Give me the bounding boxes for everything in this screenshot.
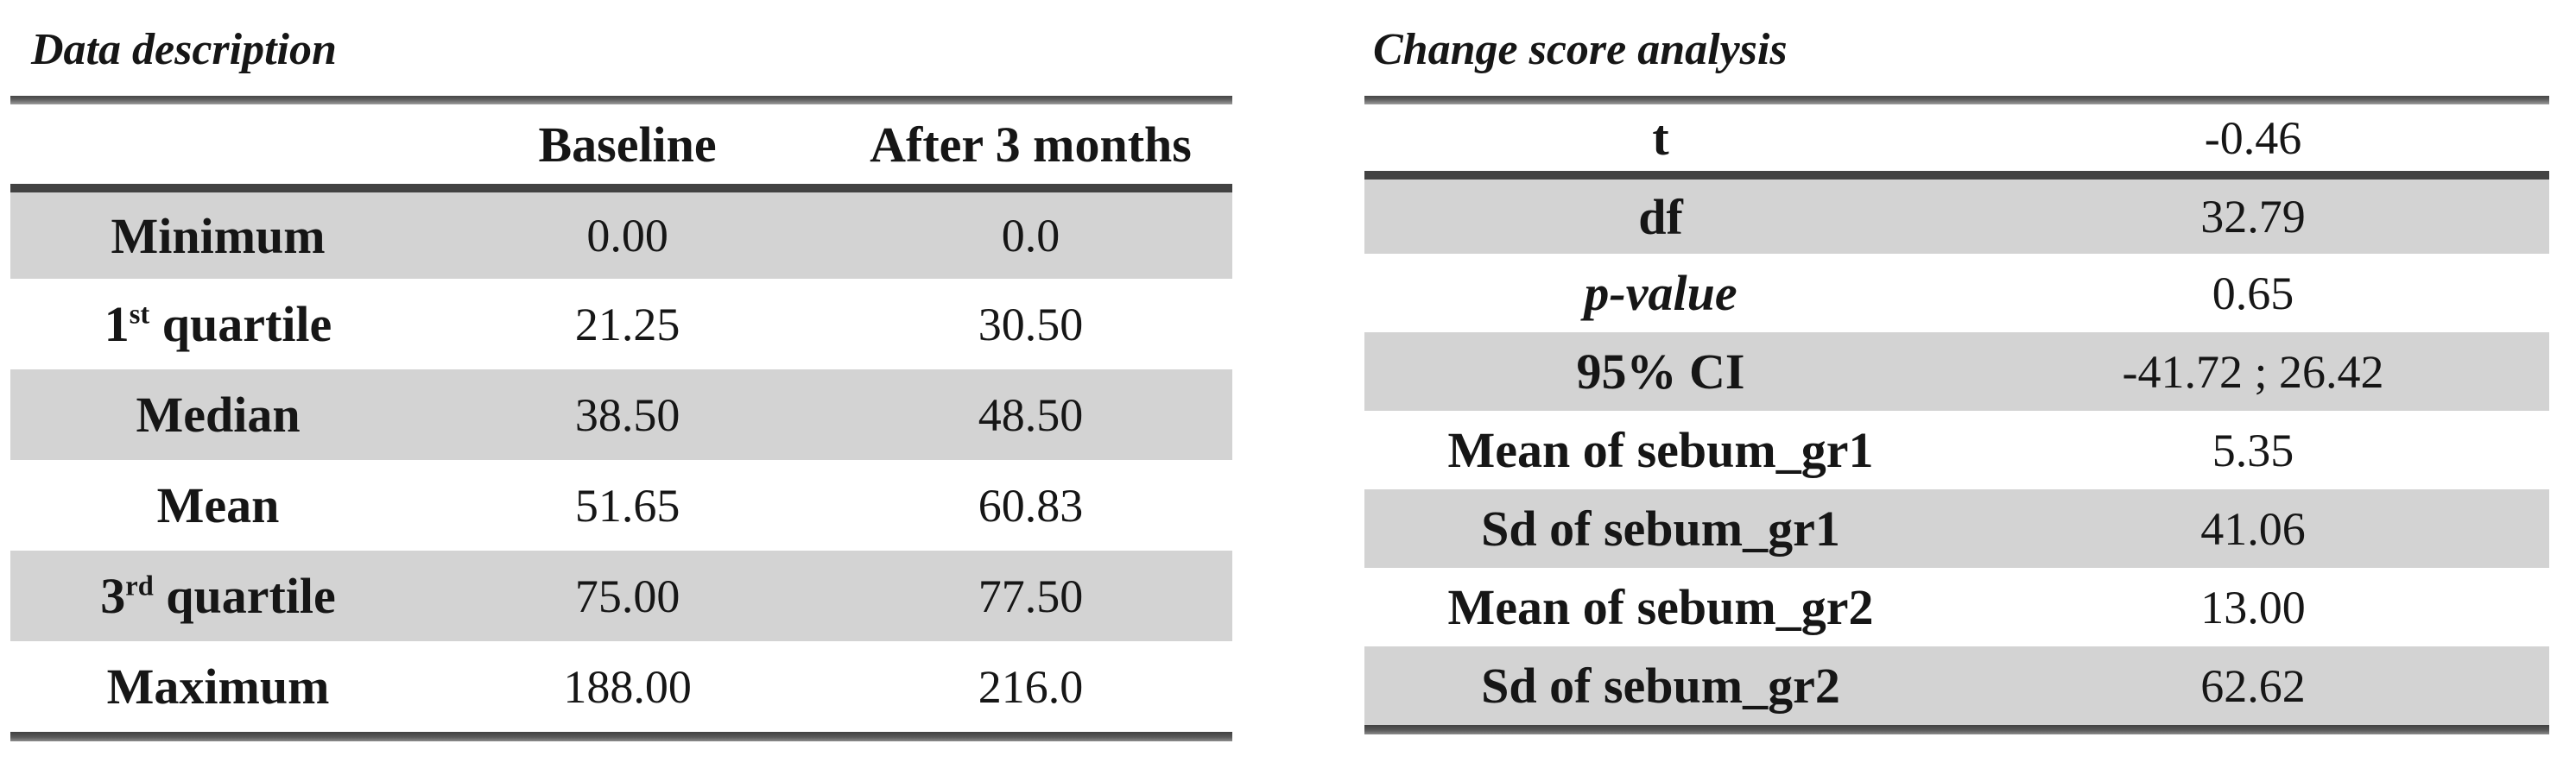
cell-after: 60.83 — [978, 479, 1084, 532]
right-bottom-rule — [1364, 725, 2549, 734]
row-label-text: Maximum — [106, 658, 330, 715]
left-table-title: Data description — [31, 25, 337, 74]
cell-value: 62.62 — [2200, 659, 2306, 712]
cell-after: 216.0 — [978, 660, 1084, 713]
table-row-sd-sebum-gr1: Sd of sebum_gr1 41.06 — [1364, 489, 2549, 568]
row-label: 95% CI — [1576, 343, 1745, 400]
table-row-mean: Mean 51.65 60.83 — [10, 460, 1232, 551]
right-table: t -0.46 df 32.79 p-value 0.65 95% CI -41… — [1364, 104, 2549, 725]
row-label-rest: quartile — [153, 568, 336, 624]
cell-value: 5.35 — [2212, 424, 2294, 476]
row-label-text: Median — [136, 387, 301, 443]
cell-value: -41.72 ; 26.42 — [2122, 345, 2384, 398]
cell-value: 41.06 — [2200, 502, 2306, 555]
row-label: df — [1638, 188, 1683, 245]
cell-baseline: 188.00 — [563, 660, 692, 713]
left-table: Baseline After 3 months Minimum 0.00 0.0… — [10, 104, 1232, 732]
row-label: Maximum — [10, 641, 426, 732]
cell-value: -0.46 — [1957, 104, 2549, 180]
cell-baseline: 75.00 — [574, 570, 680, 622]
table-row-maximum: Maximum 188.00 216.0 — [10, 641, 1232, 732]
left-bottom-rule — [10, 732, 1232, 741]
left-header-baseline: Baseline — [426, 104, 830, 192]
row-label-text: 1 — [104, 296, 130, 352]
cell-after: 77.50 — [978, 570, 1084, 622]
row-label: Median — [10, 369, 426, 460]
cell-value: 0.65 — [2212, 267, 2294, 319]
row-label-sup: st — [129, 299, 150, 331]
row-label: p-value — [1584, 265, 1737, 321]
table-row-p-value: p-value 0.65 — [1364, 254, 2549, 332]
row-label-text: 3 — [100, 568, 126, 624]
left-header-row: Baseline After 3 months — [10, 104, 1232, 192]
cell-after: 0.0 — [1001, 210, 1060, 261]
right-title-rule — [1364, 96, 2549, 104]
row-label: Minimum — [10, 188, 426, 279]
row-label: 3rd quartile — [10, 551, 426, 641]
table-row-3rd-quartile: 3rd quartile 75.00 77.50 — [10, 551, 1232, 641]
row-label: Mean — [10, 460, 426, 551]
row-label: t — [1364, 104, 1957, 180]
data-description-table: Data description Baseline After 3 months… — [10, 19, 1232, 741]
row-label-text: Mean — [156, 477, 280, 533]
cell-baseline: 21.25 — [574, 298, 680, 350]
cell-baseline: 0.00 — [586, 210, 668, 261]
cell-after: 48.50 — [978, 388, 1084, 441]
table-row-minimum: Minimum 0.00 0.0 — [10, 188, 1232, 279]
row-label-text: Minimum — [111, 207, 326, 264]
left-header-empty — [10, 104, 427, 192]
row-label: 1st quartile — [10, 279, 426, 369]
change-score-analysis-table: Change score analysis t -0.46 df 32.79 p… — [1364, 19, 2549, 734]
table-row-df: df 32.79 — [1364, 175, 2549, 254]
table-row-sd-sebum-gr2: Sd of sebum_gr2 62.62 — [1364, 646, 2549, 725]
table-row-median: Median 38.50 48.50 — [10, 369, 1232, 460]
row-label: Mean of sebum_gr2 — [1447, 579, 1874, 635]
row-label-rest: quartile — [149, 296, 332, 352]
table-row-t: t -0.46 — [1364, 104, 2549, 180]
right-table-title: Change score analysis — [1373, 25, 1788, 74]
row-label: Sd of sebum_gr2 — [1481, 658, 1840, 714]
cell-value: 32.79 — [2200, 191, 2306, 243]
table-row-mean-sebum-gr1: Mean of sebum_gr1 5.35 — [1364, 411, 2549, 489]
table-row-mean-sebum-gr2: Mean of sebum_gr2 13.00 — [1364, 568, 2549, 646]
cell-after: 30.50 — [978, 298, 1084, 350]
row-label: Mean of sebum_gr1 — [1447, 422, 1874, 478]
table-row-1st-quartile: 1st quartile 21.25 30.50 — [10, 279, 1232, 369]
left-header-after-3-months: After 3 months — [829, 104, 1232, 192]
cell-baseline: 38.50 — [574, 388, 680, 441]
cell-value: 13.00 — [2200, 581, 2306, 633]
left-title-rule — [10, 96, 1232, 104]
table-row-95-ci: 95% CI -41.72 ; 26.42 — [1364, 332, 2549, 411]
cell-baseline: 51.65 — [574, 479, 680, 532]
row-label: Sd of sebum_gr1 — [1481, 501, 1840, 557]
row-label-sup: rd — [125, 570, 154, 602]
